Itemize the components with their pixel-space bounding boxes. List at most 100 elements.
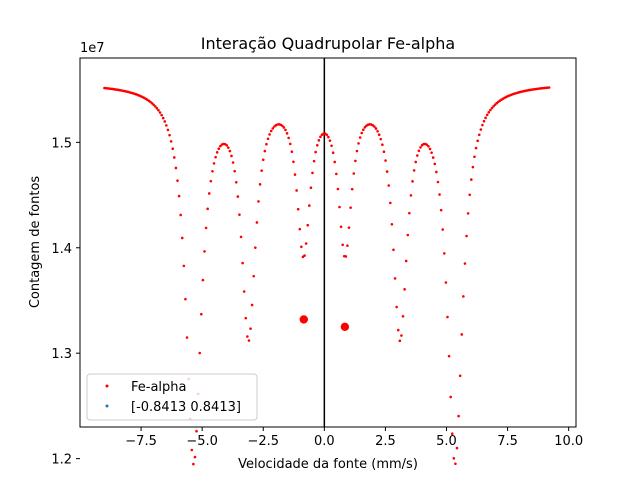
y-axis-label: Contagem de fontos	[28, 176, 43, 309]
data-point	[198, 351, 202, 355]
data-point	[169, 140, 173, 143]
data-point	[455, 446, 459, 450]
data-point	[231, 161, 235, 164]
x-axis-label: Velocidade da fonte (mm/s)	[238, 457, 418, 472]
data-point	[219, 144, 222, 148]
data-point	[233, 169, 236, 173]
data-point	[309, 186, 313, 190]
data-point	[360, 131, 364, 135]
data-point	[179, 213, 182, 217]
data-point	[389, 201, 392, 205]
data-point	[287, 136, 290, 140]
data-point	[230, 154, 233, 158]
data-point	[161, 116, 165, 120]
data-point	[382, 150, 386, 154]
data-point	[254, 246, 257, 249]
data-point	[417, 149, 421, 153]
data-point	[492, 104, 495, 108]
data-point	[439, 208, 443, 212]
data-point	[401, 314, 405, 318]
data-point	[462, 295, 465, 298]
data-point	[265, 142, 268, 146]
data-point	[153, 105, 157, 108]
data-point	[239, 235, 243, 239]
data-point	[449, 395, 452, 399]
data-point	[285, 132, 289, 135]
data-point	[214, 155, 217, 159]
data-point	[392, 248, 395, 252]
data-point	[404, 259, 408, 263]
data-point	[190, 448, 194, 452]
data-point	[234, 181, 238, 184]
data-point	[468, 193, 472, 197]
legend-label-fe-alpha: Fe-alpha	[131, 380, 187, 395]
data-point	[441, 228, 445, 231]
data-point	[260, 169, 263, 172]
data-point	[173, 156, 176, 159]
x-tick-label: 2.5	[375, 434, 396, 449]
data-point	[327, 135, 330, 139]
data-point	[411, 180, 414, 183]
data-point	[246, 335, 249, 338]
x-axis: −7.5 −5.0 −2.5 0.0 2.5 5.0 7.5 10.0	[125, 427, 583, 449]
x-tick-label: −2.5	[247, 434, 279, 449]
data-point	[374, 127, 378, 130]
plot-area	[103, 58, 551, 466]
data-point	[443, 252, 446, 255]
data-point	[163, 120, 167, 123]
data-point	[200, 312, 203, 316]
data-point	[203, 250, 206, 253]
data-point	[358, 136, 362, 139]
data-point	[192, 462, 195, 466]
data-point	[295, 189, 298, 192]
data-point	[452, 457, 456, 460]
data-point	[212, 162, 216, 165]
data-point	[284, 128, 287, 132]
data-point	[166, 128, 170, 132]
data-point	[247, 339, 251, 342]
data-point	[242, 290, 246, 293]
data-point	[438, 193, 441, 196]
data-point	[460, 333, 464, 336]
data-point	[207, 192, 211, 195]
data-point	[476, 139, 479, 143]
plot-frame	[79, 57, 577, 428]
data-point	[282, 126, 286, 129]
data-point	[406, 233, 410, 237]
data-point	[362, 128, 365, 132]
data-point	[311, 171, 314, 175]
data-point	[458, 374, 462, 378]
data-point	[290, 150, 294, 153]
data-point	[300, 245, 303, 249]
data-point	[328, 139, 332, 142]
data-point	[473, 155, 476, 159]
data-point	[317, 139, 321, 142]
data-point	[381, 143, 384, 146]
data-point	[268, 133, 271, 136]
data-point	[266, 137, 270, 141]
data-point	[409, 194, 413, 197]
legend-marker-doublet	[105, 404, 109, 408]
data-point	[158, 111, 162, 114]
y-tick-label: 1.5	[51, 136, 72, 151]
data-point	[157, 108, 160, 112]
data-point	[344, 255, 348, 258]
data-point	[204, 226, 208, 230]
data-point	[384, 159, 387, 162]
data-point	[398, 339, 402, 343]
data-point	[379, 137, 383, 141]
data-point	[412, 169, 416, 172]
data-point	[325, 133, 329, 137]
data-point	[217, 147, 221, 150]
data-point	[463, 262, 467, 265]
legend: Fe-alpha [-0.8413 0.8413]	[86, 373, 258, 421]
data-point	[482, 119, 486, 123]
data-point	[484, 116, 487, 120]
data-point	[489, 108, 492, 112]
data-point	[474, 146, 478, 150]
legend-label-doublet: [-0.8413 0.8413]	[131, 400, 241, 415]
data-point	[193, 455, 197, 459]
data-point	[236, 195, 240, 198]
data-point	[177, 194, 181, 198]
